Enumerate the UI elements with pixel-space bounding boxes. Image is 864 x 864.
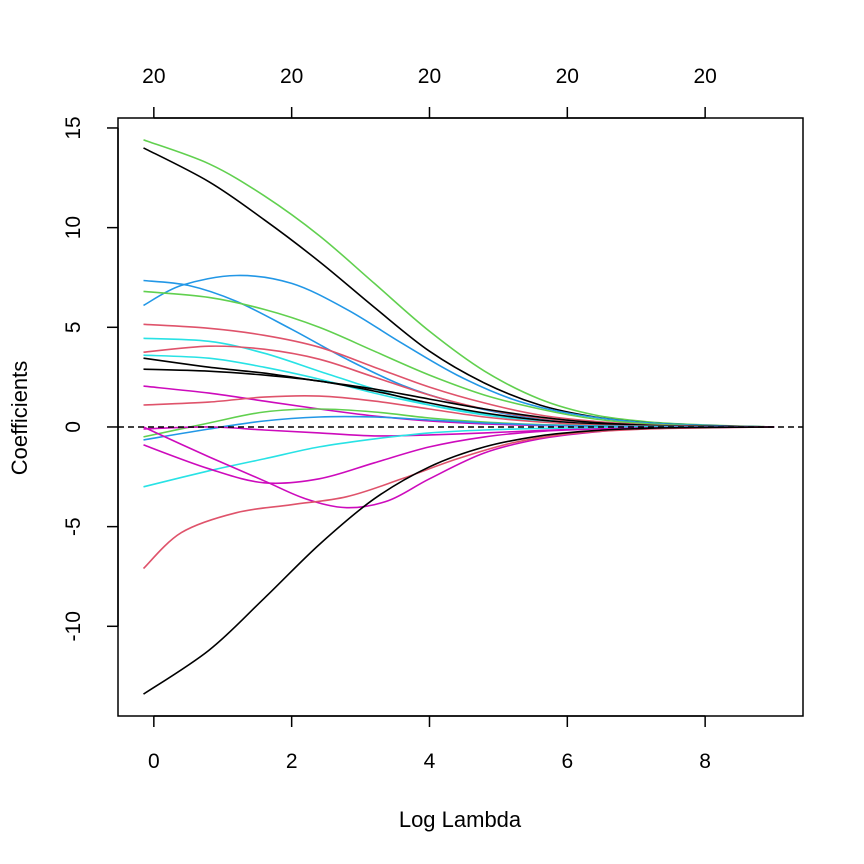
x-tick-label: 2 <box>286 750 298 773</box>
y-tick-label: 15 <box>62 116 85 139</box>
y-tick-label: 10 <box>62 216 85 239</box>
coefficient-path-1 <box>143 139 775 428</box>
y-axis-label: Coefficients <box>7 361 32 476</box>
top-tick-label: 20 <box>142 65 165 88</box>
series-layer <box>142 139 775 695</box>
top-tick-label: 20 <box>280 65 303 88</box>
axes-layer: 0 2 4 6 8 20 20 20 20 20 -10 -5 0 5 10 15 <box>62 65 717 773</box>
coefficient-path-3 <box>143 274 775 428</box>
coefficient-path-5 <box>143 290 775 428</box>
y-tick-label: -5 <box>62 517 85 536</box>
y-tick-label: 5 <box>62 321 85 333</box>
x-axis-label: Log Lambda <box>399 807 522 832</box>
top-tick-label: 20 <box>418 65 441 88</box>
x-tick-label: 8 <box>699 750 711 773</box>
y-tick-label: 0 <box>62 421 85 433</box>
coefficient-path-21 <box>143 426 775 695</box>
top-tick-label: 20 <box>693 65 716 88</box>
x-tick-label: 6 <box>561 750 573 773</box>
x-tick-label: 4 <box>424 750 436 773</box>
x-tick-label: 0 <box>148 750 160 773</box>
y-tick-label: -10 <box>62 611 85 641</box>
top-tick-label: 20 <box>556 65 579 88</box>
